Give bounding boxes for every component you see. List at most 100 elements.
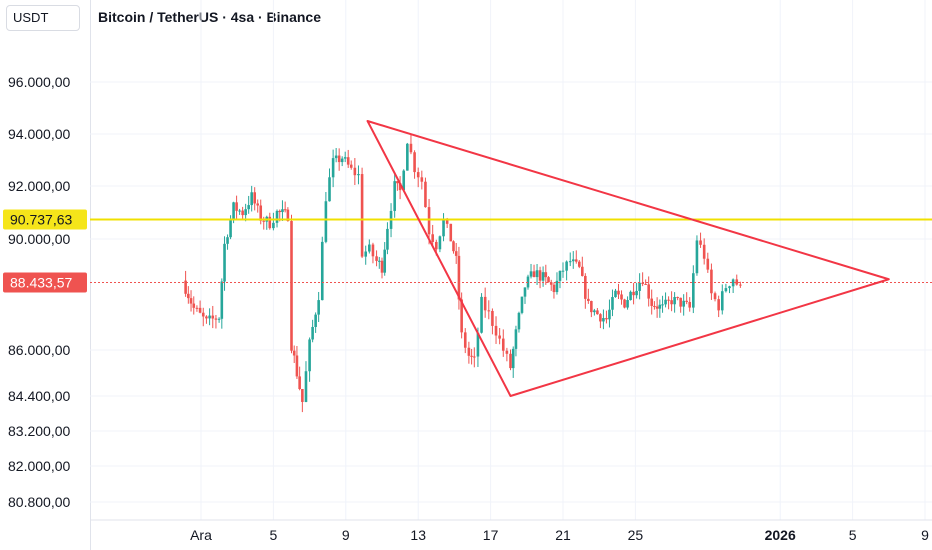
candle-body [511, 348, 515, 369]
candle-body [238, 210, 241, 212]
y-tick-label: 94.000,00 [8, 126, 70, 142]
y-tick-label: 83.200,00 [8, 423, 70, 439]
candle-body [349, 164, 353, 168]
candle-body [192, 303, 196, 308]
candle-body [368, 244, 371, 252]
candle-body [217, 318, 221, 320]
candle-body [189, 298, 193, 304]
x-tick-label: 13 [410, 527, 426, 543]
candle-body [301, 389, 304, 402]
candle-body [331, 158, 335, 178]
x-tick-label: Ara [190, 527, 212, 543]
y-tick-label: 86.000,00 [8, 342, 70, 358]
candle-body [334, 155, 338, 159]
candle-body [290, 220, 293, 351]
candle-body [682, 300, 685, 307]
candle-body [275, 210, 279, 223]
candle-body [599, 314, 602, 322]
candle-body [383, 249, 387, 273]
candle-body [581, 266, 584, 276]
y-tick-label: 84.400,00 [8, 388, 70, 404]
x-tick-label: 9 [921, 527, 929, 543]
y-tick-label: 96.000,00 [8, 74, 70, 90]
candle-body [571, 259, 575, 262]
candle-body [343, 157, 347, 159]
candle-body [676, 297, 679, 299]
candle-body [638, 282, 641, 291]
candle-body [731, 279, 735, 287]
candle-body [223, 243, 226, 282]
candle-body [272, 222, 275, 229]
candle-body [308, 339, 311, 372]
candle-body [454, 251, 458, 256]
candle-body [561, 270, 565, 272]
candle-body [620, 294, 623, 300]
candle-body [377, 260, 381, 262]
candle-body [244, 209, 247, 216]
candle-body [480, 296, 483, 333]
x-tick-label: 5 [849, 527, 857, 543]
candle-body [232, 202, 235, 220]
candle-body [655, 306, 659, 309]
candle-body [632, 291, 635, 296]
candle-body [235, 202, 238, 211]
y-tick-label: 90.000,00 [8, 231, 70, 247]
candle-body [702, 244, 706, 259]
x-tick-label: 21 [555, 527, 571, 543]
candle-body [584, 275, 587, 299]
candle-body [517, 312, 521, 330]
candle-body [298, 376, 301, 390]
candle-body [685, 300, 688, 302]
candle-body [670, 300, 673, 305]
y-tick-label: 80.800,00 [8, 494, 70, 510]
candle-body [739, 284, 742, 286]
candle-body [406, 143, 409, 171]
candle-body [617, 290, 620, 295]
currency-selector[interactable]: USDT [6, 5, 80, 31]
candle-body [565, 261, 568, 271]
candle-body [431, 234, 434, 242]
candle-body [491, 310, 494, 326]
candle-body [357, 174, 360, 176]
candle-body [449, 223, 453, 242]
candle-body [346, 157, 350, 165]
candle-body [226, 237, 229, 244]
candle-body [688, 301, 691, 308]
candlestick-series [184, 134, 742, 413]
candle-body [728, 286, 731, 289]
candle-body [574, 259, 578, 262]
candle-body [523, 287, 527, 297]
candle-body [608, 309, 611, 320]
candle-body [187, 293, 190, 299]
candle-body [692, 273, 695, 308]
candle-body [593, 310, 596, 313]
y-tick-label: 92.000,00 [8, 178, 70, 194]
candle-body [360, 174, 364, 257]
candle-body [424, 181, 427, 208]
candle-body [253, 192, 256, 204]
candle-body [416, 172, 420, 178]
candle-body [635, 290, 638, 296]
candle-body [650, 298, 653, 306]
candle-body [259, 205, 263, 221]
candle-body [535, 270, 539, 278]
candle-body [667, 299, 670, 301]
candle-body [340, 158, 344, 163]
candle-body [409, 143, 413, 153]
candle-body [720, 291, 724, 311]
symbol-title: Bitcoin / TetherUS · 4sa · Binance [98, 9, 322, 25]
x-tick-label: 17 [483, 527, 499, 543]
candle-body [208, 315, 211, 319]
candle-body [605, 318, 608, 320]
candle-body [724, 288, 728, 292]
candle-body [494, 325, 498, 336]
candle-body [623, 299, 626, 308]
candle-body [541, 272, 545, 281]
candle-body [538, 270, 542, 281]
candle-body [435, 241, 438, 250]
level-price-label: 90.737,63 [10, 211, 72, 227]
candle-body [713, 293, 717, 300]
x-tick-label: 25 [628, 527, 644, 543]
candle-body [487, 310, 491, 312]
